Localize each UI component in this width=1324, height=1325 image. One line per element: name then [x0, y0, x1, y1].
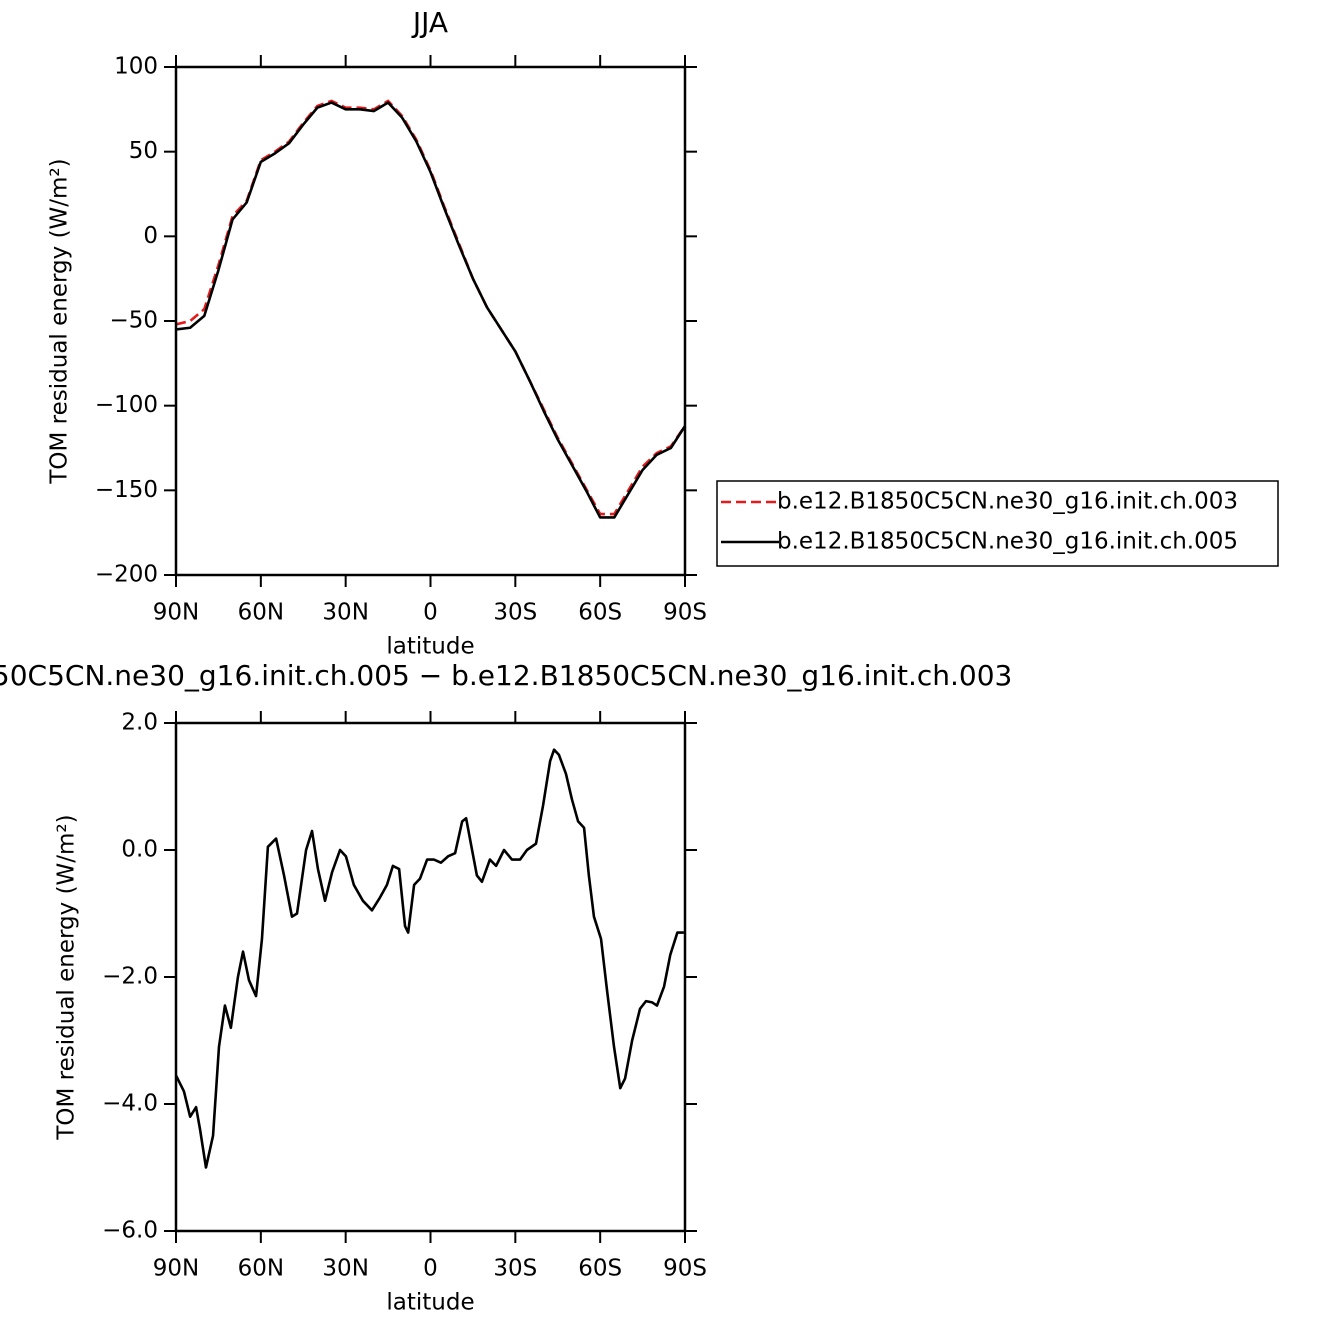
legend-label: b.e12.B1850C5CN.ne30_g16.init.ch.005 — [777, 529, 1238, 555]
x-tick-label: 30N — [322, 600, 368, 626]
y-tick-label: −100 — [95, 392, 158, 418]
x-tick-label: 60S — [578, 600, 622, 626]
x-tick-label: 30S — [493, 600, 537, 626]
legend-box — [716, 480, 1279, 567]
y-tick-label: 2.0 — [121, 710, 158, 736]
x-axis-label: latitude — [386, 1290, 474, 1316]
x-tick-label: 90N — [153, 600, 199, 626]
y-tick-label: 50 — [129, 138, 158, 164]
y-axis-label: TOM residual energy (W/m²) — [47, 158, 73, 484]
y-tick-label: −150 — [95, 477, 158, 503]
chart-title: b.e12.B1850C5CN.ne30_g16.init.ch.005 − b… — [0, 659, 1012, 692]
x-tick-label: 0 — [423, 1256, 438, 1282]
x-tick-label: 30N — [322, 1256, 368, 1282]
y-tick-label: 100 — [114, 54, 158, 80]
y-tick-label: −200 — [95, 562, 158, 588]
x-tick-label: 90S — [663, 600, 707, 626]
data-line — [175, 101, 687, 519]
chart-title: JJA — [411, 6, 448, 39]
y-axis-label: TOM residual energy (W/m²) — [54, 814, 80, 1140]
x-axis-label: latitude — [386, 634, 474, 660]
y-tick-label: 0.0 — [121, 837, 158, 863]
x-tick-label: 60N — [238, 1256, 284, 1282]
plot-frame — [174, 721, 687, 1233]
x-tick-label: 90N — [153, 1256, 199, 1282]
x-tick-label: 60S — [578, 1256, 622, 1282]
data-line — [174, 748, 684, 1169]
y-tick-label: −6.0 — [102, 1218, 158, 1244]
y-tick-label: −4.0 — [102, 1091, 158, 1117]
data-line — [175, 99, 687, 516]
y-tick-label: −50 — [109, 308, 158, 334]
plot-frame — [174, 65, 687, 577]
y-tick-label: 0 — [143, 223, 158, 249]
y-tick-label: −2.0 — [102, 964, 158, 990]
x-tick-label: 60N — [238, 600, 284, 626]
x-tick-label: 0 — [423, 600, 438, 626]
legend-label: b.e12.B1850C5CN.ne30_g16.init.ch.003 — [777, 489, 1238, 515]
x-tick-label: 30S — [493, 1256, 537, 1282]
x-tick-label: 90S — [663, 1256, 707, 1282]
